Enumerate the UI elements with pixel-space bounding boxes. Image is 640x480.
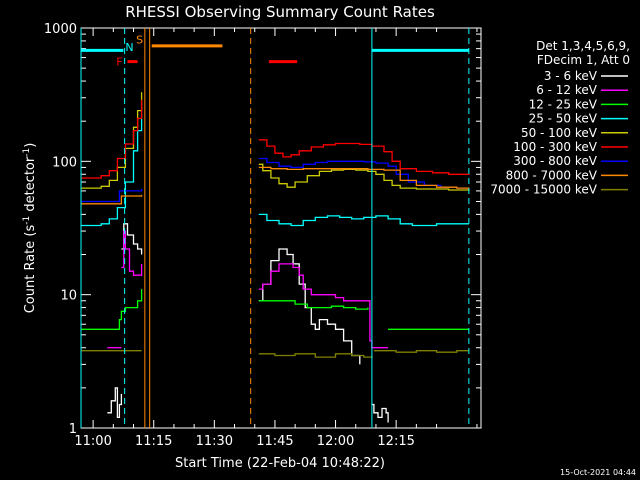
legend: Det 1,3,4,5,6,9, FDecim 1, Att 0 3 - 6 k… — [490, 39, 630, 197]
y-axis-label: Count Rate (s-1 detector-1) — [22, 143, 38, 314]
legend-label-50-100-kev: 50 - 100 keV — [521, 126, 598, 140]
series-line-7000-15000-kev — [258, 353, 373, 358]
legend-label-300-800-kev: 300 - 800 keV — [513, 154, 597, 168]
legend-header-line-1: Det 1,3,4,5,6,9, — [536, 39, 630, 53]
x-tick-label: 11:15 — [135, 434, 172, 449]
y-tick-label: 1000 — [44, 22, 77, 37]
series-line-800-7000-kev — [258, 166, 470, 189]
x-tick-label: 11:45 — [256, 434, 293, 449]
series-line-100-300-kev — [81, 99, 143, 179]
y-label-sup-1: -1 — [22, 216, 32, 225]
series-line-800-7000-kev — [81, 194, 143, 205]
series-line-12-25-kev — [81, 289, 143, 330]
y-label-sup-2: -1 — [22, 148, 32, 157]
series-100-300-kev — [81, 99, 470, 179]
series-line-25-50-kev — [81, 113, 143, 227]
y-label-part-1: Count Rate (s — [23, 225, 38, 314]
x-tick-label: 11:30 — [196, 434, 233, 449]
series-12-25-kev — [81, 289, 469, 330]
series-6-12-kev — [107, 230, 389, 349]
y-label-part-3: ) — [23, 143, 38, 148]
y-tick-label: 1 — [69, 422, 77, 437]
y-tick-label: 100 — [52, 155, 77, 170]
legend-header-line-2: FDecim 1, Att 0 — [537, 53, 630, 67]
series-25-50-kev — [81, 113, 469, 227]
series-line-6-12-kev — [367, 300, 389, 349]
chart-title: RHESSI Observing Summary Count Rates — [125, 3, 435, 21]
x-tick-label: 11:00 — [74, 434, 111, 449]
legend-label-800-7000-kev: 800 - 7000 keV — [506, 168, 598, 182]
y-label-part-2: detector — [23, 156, 38, 216]
legend-label-7000-15000-kev: 7000 - 15000 keV — [490, 183, 597, 197]
series-50-100-kev — [81, 92, 470, 191]
annotation-letter-n: N — [125, 41, 133, 54]
series-line-100-300-kev — [258, 139, 470, 175]
legend-label-25-50-kev: 25 - 50 keV — [529, 112, 598, 126]
series-line-300-800-kev — [81, 189, 143, 203]
legend-label-12-25-kev: 12 - 25 keV — [529, 97, 598, 111]
series-line-25-50-kev — [258, 213, 469, 227]
series-line-12-25-kev — [258, 300, 369, 310]
series-800-7000-kev — [81, 166, 470, 205]
series-line-50-100-kev — [258, 163, 470, 191]
annotation-letter-f: F — [116, 56, 122, 69]
annotation-letter-s: S — [136, 33, 143, 46]
x-axis-label: Start Time (22-Feb-04 10:48:22) — [175, 456, 385, 471]
x-tick-label: 12:15 — [377, 434, 414, 449]
series-line-7000-15000-kev — [373, 350, 469, 353]
series-line-3-6-kev — [371, 403, 389, 423]
y-tick-label: 10 — [60, 289, 77, 304]
series-line-3-6-kev — [107, 387, 123, 419]
series-line-50-100-kev — [81, 92, 143, 189]
plot-layer: 1 10 100 1000 11:00 11:15 11:30 11:45 12:00 12:15… — [44, 22, 482, 449]
legend-label-3-6-kev: 3 - 6 keV — [544, 69, 598, 83]
x-tick-label: 12:00 — [317, 434, 354, 449]
series-line-6-12-kev — [258, 263, 368, 302]
footer-timestamp: 15-Oct-2021 04:44 — [560, 468, 636, 477]
series-line-6-12-kev — [121, 230, 143, 276]
series-7000-15000-kev — [81, 350, 469, 358]
legend-label-6-12-kev: 6 - 12 keV — [536, 83, 598, 97]
legend-label-100-300-kev: 100 - 300 keV — [513, 140, 597, 154]
